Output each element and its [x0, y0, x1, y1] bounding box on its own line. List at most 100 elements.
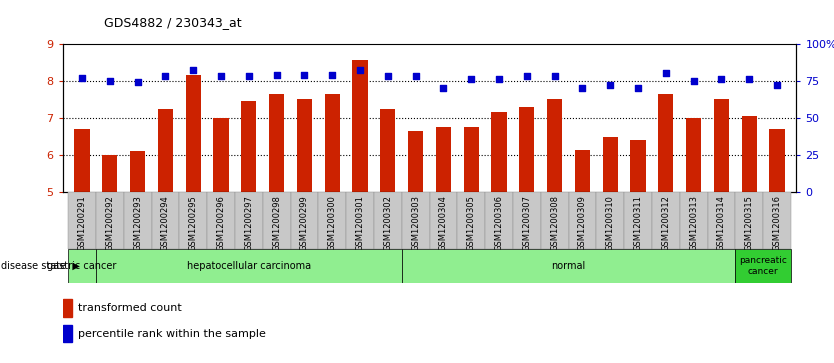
Point	[242, 73, 255, 79]
Text: GSM1200297: GSM1200297	[244, 195, 254, 251]
Bar	[74, 129, 90, 192]
Text: percentile rank within the sample: percentile rank within the sample	[78, 329, 265, 339]
Text: GSM1200315: GSM1200315	[745, 195, 754, 251]
Text: gastric cancer: gastric cancer	[48, 261, 117, 271]
FancyBboxPatch shape	[624, 192, 652, 249]
Bar	[631, 140, 646, 192]
FancyBboxPatch shape	[652, 192, 680, 249]
FancyBboxPatch shape	[569, 192, 596, 249]
Bar	[741, 116, 757, 192]
FancyBboxPatch shape	[596, 192, 624, 249]
Bar	[241, 101, 256, 192]
Bar	[435, 127, 451, 192]
Point	[354, 68, 367, 73]
FancyBboxPatch shape	[430, 192, 457, 249]
Point	[214, 73, 228, 79]
Bar	[380, 109, 395, 192]
Point	[103, 78, 117, 84]
FancyBboxPatch shape	[68, 192, 96, 249]
Bar	[352, 60, 368, 192]
Text: GSM1200312: GSM1200312	[661, 195, 671, 251]
FancyBboxPatch shape	[374, 192, 402, 249]
FancyBboxPatch shape	[290, 192, 319, 249]
FancyBboxPatch shape	[96, 192, 123, 249]
Text: disease state  ▶: disease state ▶	[1, 261, 80, 271]
Text: GSM1200296: GSM1200296	[217, 195, 225, 251]
Point	[575, 85, 589, 91]
Bar	[130, 151, 145, 192]
Text: transformed count: transformed count	[78, 303, 181, 313]
FancyBboxPatch shape	[540, 192, 569, 249]
FancyBboxPatch shape	[457, 192, 485, 249]
Text: GSM1200298: GSM1200298	[272, 195, 281, 251]
FancyBboxPatch shape	[179, 192, 207, 249]
Bar	[686, 118, 701, 192]
Point	[742, 76, 756, 82]
Text: normal: normal	[551, 261, 585, 271]
Text: GSM1200292: GSM1200292	[105, 195, 114, 251]
FancyBboxPatch shape	[736, 249, 791, 283]
Text: GSM1200316: GSM1200316	[772, 195, 781, 251]
Text: GSM1200305: GSM1200305	[467, 195, 475, 251]
Bar	[547, 99, 562, 192]
FancyBboxPatch shape	[263, 192, 290, 249]
FancyBboxPatch shape	[763, 192, 791, 249]
Text: GSM1200294: GSM1200294	[161, 195, 170, 251]
Point	[270, 72, 284, 78]
Point	[465, 76, 478, 82]
Point	[158, 73, 172, 79]
Bar	[408, 131, 423, 192]
Text: GSM1200308: GSM1200308	[550, 195, 559, 251]
FancyBboxPatch shape	[96, 249, 402, 283]
FancyBboxPatch shape	[485, 192, 513, 249]
Text: GSM1200301: GSM1200301	[355, 195, 364, 251]
Point	[437, 85, 450, 91]
Point	[715, 76, 728, 82]
Text: GSM1200309: GSM1200309	[578, 195, 587, 251]
Point	[325, 72, 339, 78]
Bar	[491, 113, 507, 192]
Bar	[269, 94, 284, 192]
Text: GSM1200291: GSM1200291	[78, 195, 87, 251]
Text: GSM1200304: GSM1200304	[439, 195, 448, 251]
Text: GSM1200313: GSM1200313	[689, 195, 698, 251]
FancyBboxPatch shape	[68, 249, 96, 283]
FancyBboxPatch shape	[207, 192, 235, 249]
Bar	[602, 136, 618, 192]
FancyBboxPatch shape	[346, 192, 374, 249]
Bar	[63, 299, 72, 317]
Text: GSM1200314: GSM1200314	[717, 195, 726, 251]
Text: GSM1200295: GSM1200295	[188, 195, 198, 251]
Text: pancreatic
cancer: pancreatic cancer	[739, 256, 787, 276]
Text: GSM1200311: GSM1200311	[634, 195, 642, 251]
Bar	[297, 99, 312, 192]
Point	[381, 73, 394, 79]
FancyBboxPatch shape	[235, 192, 263, 249]
Text: GSM1200302: GSM1200302	[384, 195, 392, 251]
Point	[492, 76, 505, 82]
Text: GDS4882 / 230343_at: GDS4882 / 230343_at	[104, 16, 242, 29]
Bar	[214, 118, 229, 192]
Point	[548, 73, 561, 79]
Point	[409, 73, 422, 79]
Bar	[519, 107, 535, 192]
Bar	[769, 129, 785, 192]
Bar	[658, 94, 674, 192]
FancyBboxPatch shape	[402, 192, 430, 249]
Point	[187, 68, 200, 73]
Point	[298, 72, 311, 78]
Point	[659, 70, 672, 76]
Text: hepatocellular carcinoma: hepatocellular carcinoma	[187, 261, 311, 271]
Point	[520, 73, 534, 79]
FancyBboxPatch shape	[123, 192, 152, 249]
FancyBboxPatch shape	[513, 192, 540, 249]
Point	[687, 78, 701, 84]
Text: GSM1200307: GSM1200307	[522, 195, 531, 251]
Point	[771, 82, 784, 88]
FancyBboxPatch shape	[319, 192, 346, 249]
Point	[631, 85, 645, 91]
Text: GSM1200299: GSM1200299	[300, 195, 309, 251]
Bar	[63, 325, 72, 342]
Bar	[324, 94, 340, 192]
Point	[75, 75, 88, 81]
